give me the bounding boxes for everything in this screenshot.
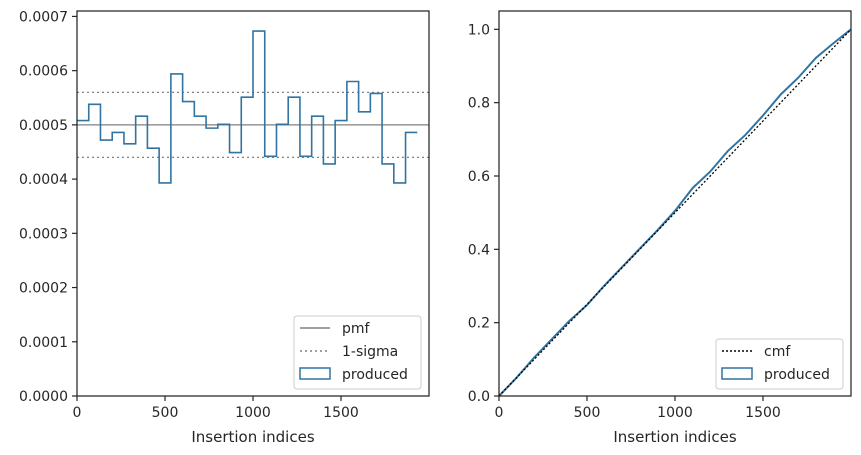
cmf-ytick-label: 0.0 — [468, 389, 490, 405]
legend-cmf-produced-label: produced — [764, 367, 830, 383]
legend-produced-swatch — [299, 367, 331, 380]
histogram-panel: 0 500 1000 1500 0.0000 0.0001 0.0002 0.0003 0.00… — [19, 9, 430, 446]
legend-pmf-label: pmf — [342, 321, 371, 337]
cmf-xtick-label: 1000 — [657, 405, 693, 421]
histogram-axes-frame — [76, 10, 430, 397]
histogram-ytick-label: 0.0003 — [19, 226, 68, 242]
histogram-xtick-label: 1500 — [323, 405, 359, 421]
histogram-ytick-label: 0.0007 — [19, 9, 68, 25]
produced-histogram-step — [77, 30, 418, 184]
cmf-xtick-label: 0 — [495, 405, 504, 421]
cmf-xlabel: Insertion indices — [613, 428, 736, 446]
histogram-legend-box — [293, 315, 422, 390]
histogram-ytick-label: 0.0004 — [19, 172, 68, 188]
histogram-ytick-label: 0.0006 — [19, 64, 68, 80]
cmf-line — [498, 28, 852, 397]
histogram-ytick-label: 0.0000 — [19, 389, 68, 405]
legend-cmf-produced-swatch — [721, 367, 753, 380]
histogram-series — [77, 30, 429, 184]
cmf-ytick-label: 1.0 — [468, 22, 490, 38]
legend-cmf-label: cmf — [764, 344, 791, 360]
histogram-xtick-label: 1000 — [235, 405, 271, 421]
legend-produced-label: produced — [342, 367, 408, 383]
cmf-ytick-label: 0.6 — [468, 169, 490, 185]
cmf-ytick-label: 0.2 — [468, 316, 490, 332]
cmf-legend: cmf produced — [715, 338, 844, 390]
produced-cumulative-line — [498, 28, 852, 397]
legend-sigma-label: 1-sigma — [342, 344, 398, 360]
cmf-xtick-label: 500 — [574, 405, 601, 421]
histogram-xtick-label: 0 — [73, 405, 82, 421]
histogram-ticks: 0 500 1000 1500 0.0000 0.0001 0.0002 0.0003 0.00… — [19, 9, 359, 421]
histogram-ytick-label: 0.0001 — [19, 335, 68, 351]
cmf-axes-frame — [498, 10, 852, 397]
cmf-ytick-label: 0.4 — [468, 242, 490, 258]
histogram-xlabel: Insertion indices — [191, 428, 314, 446]
cmf-xtick-label: 1500 — [745, 405, 781, 421]
histogram-ytick-label: 0.0002 — [19, 281, 68, 297]
cmf-ytick-label: 0.8 — [468, 96, 490, 112]
cmf-panel: 0 500 1000 1500 0.0 0.2 0.4 0.6 0.8 1.0 Insertion… — [468, 10, 852, 446]
histogram-ytick-label: 0.0005 — [19, 118, 68, 134]
cmf-ticks: 0 500 1000 1500 0.0 0.2 0.4 0.6 0.8 1.0 — [468, 22, 781, 421]
cmf-series — [498, 28, 852, 397]
histogram-xtick-label: 500 — [152, 405, 179, 421]
histogram-legend: pmf 1-sigma produced — [293, 315, 422, 390]
